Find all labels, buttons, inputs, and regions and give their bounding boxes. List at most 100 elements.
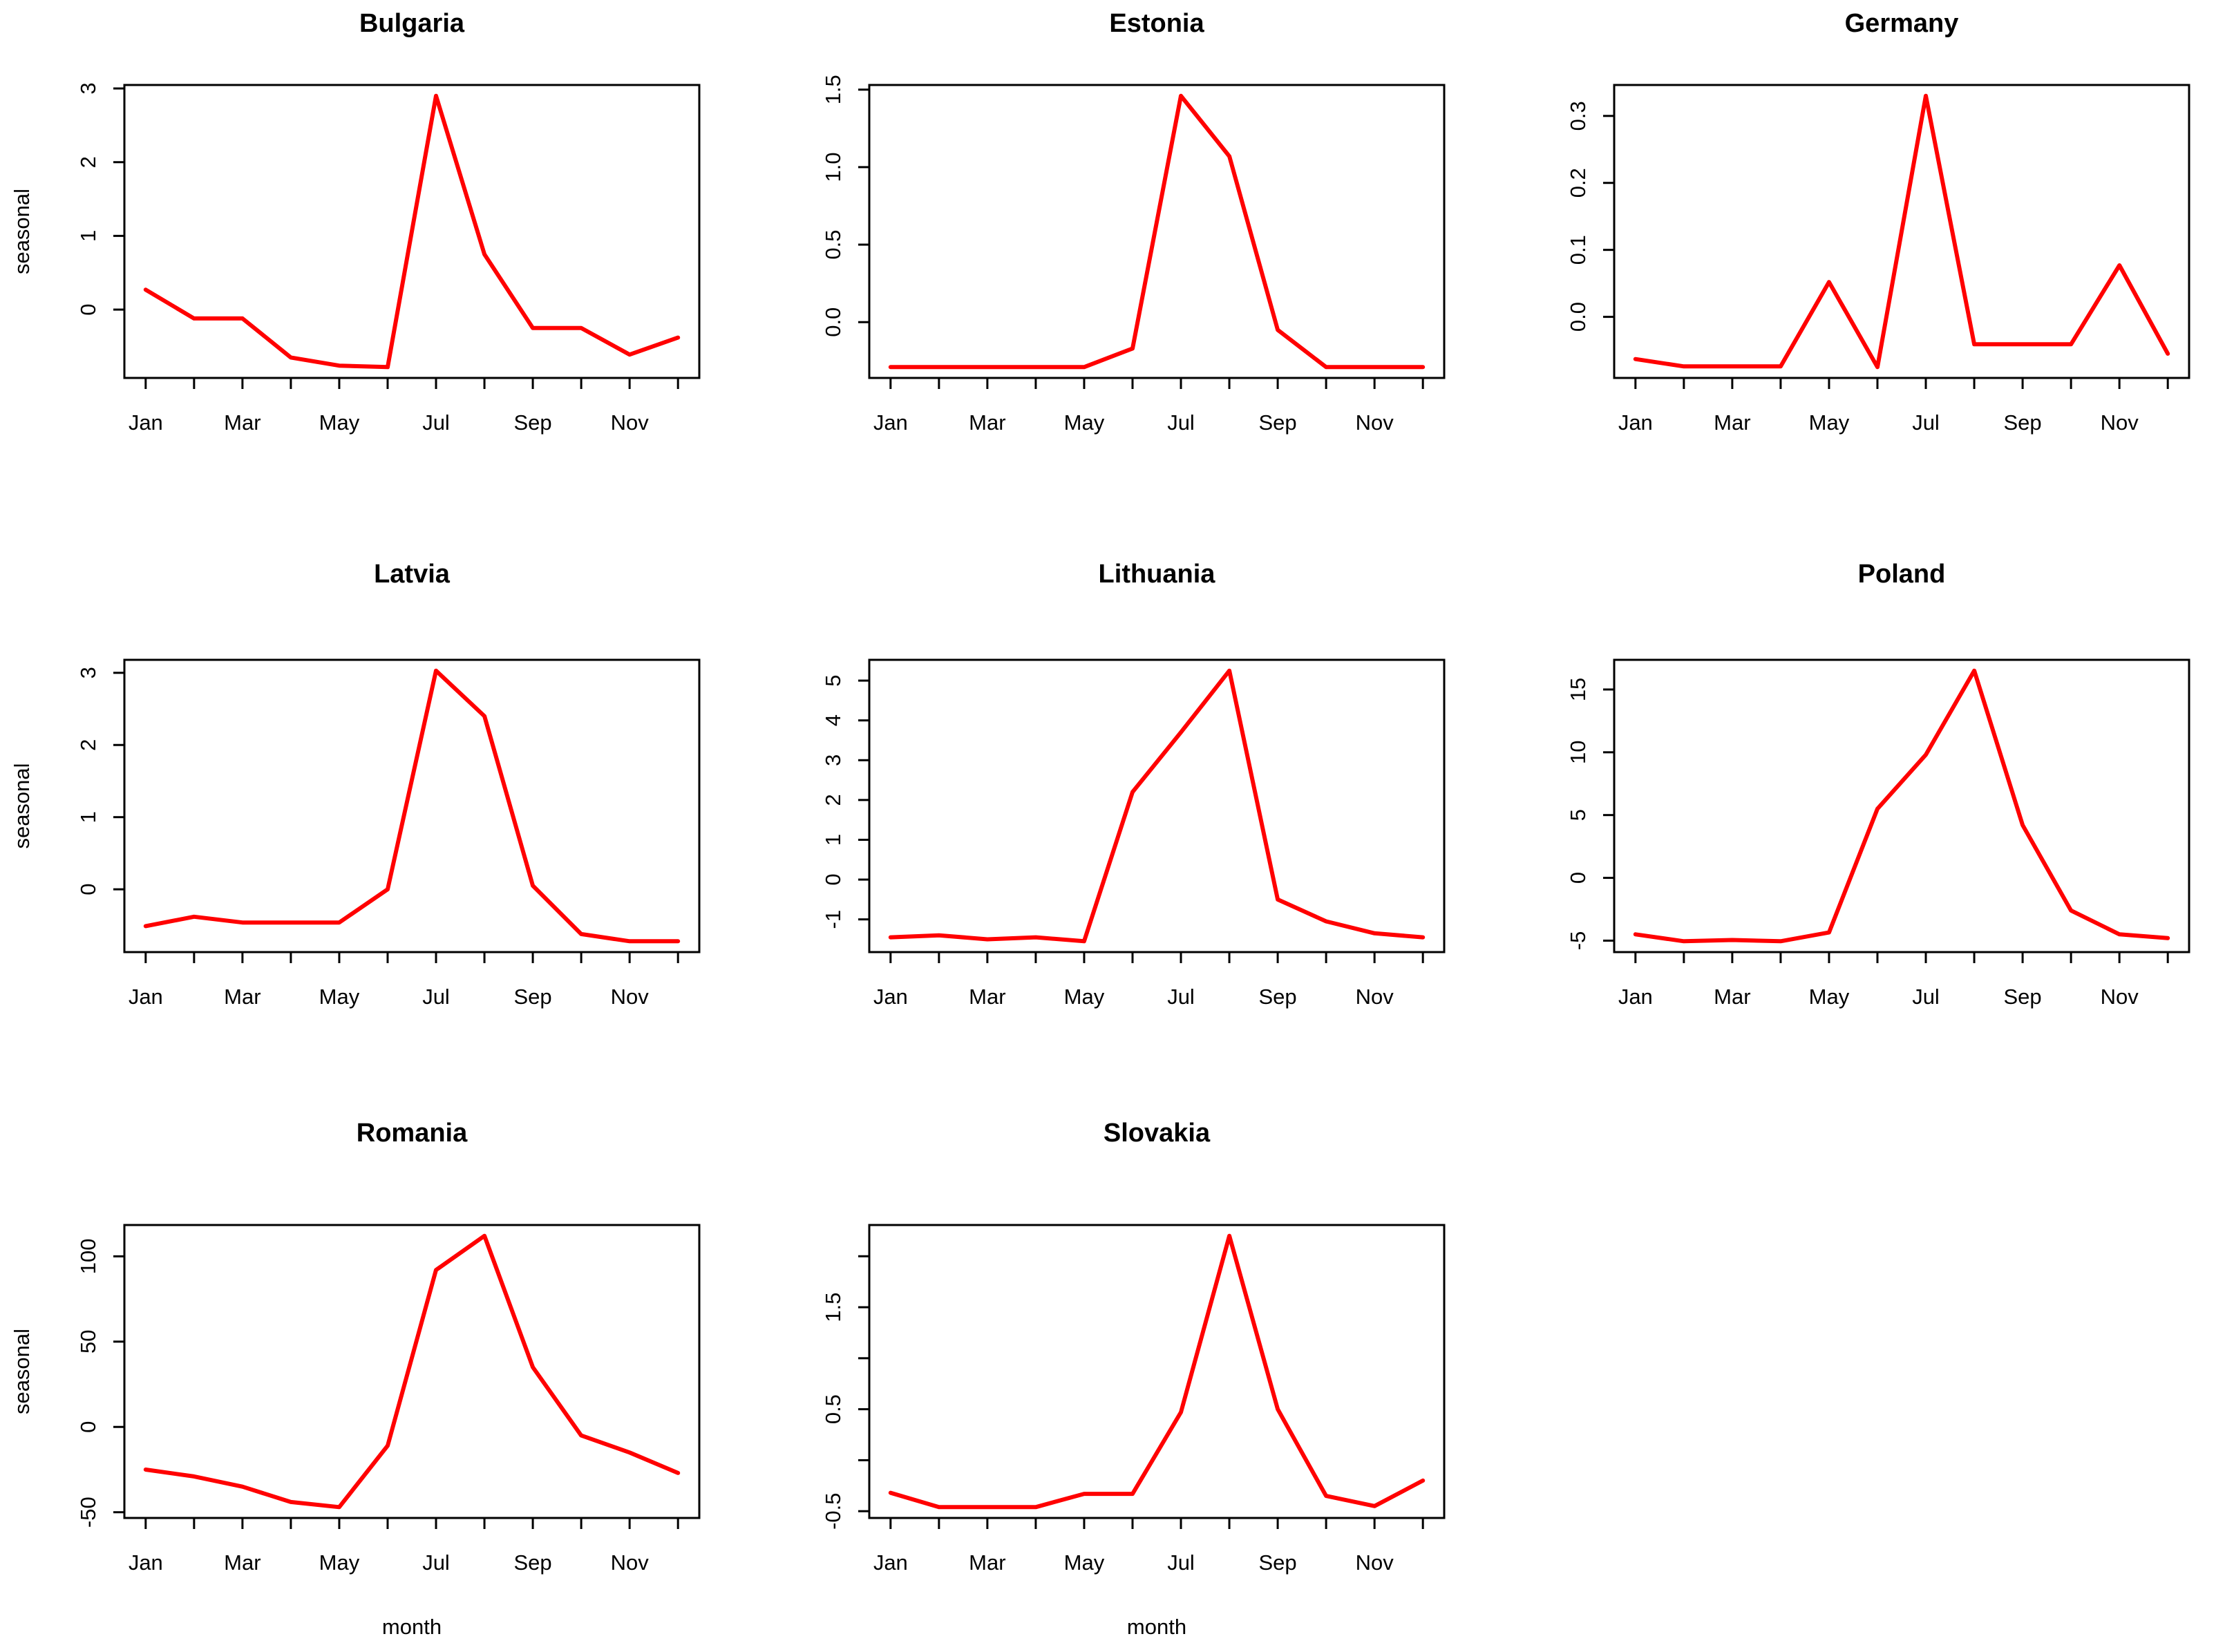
x-tick-label: May <box>1064 1550 1105 1575</box>
chart-svg-poland: Poland Jan Mar May Jul Sep Nov -5 0 5 10 15 <box>1566 560 2190 1009</box>
plot-box <box>868 1224 1446 1519</box>
x-tick-label: Jul <box>422 985 450 1009</box>
x-tick-label: May <box>319 410 360 435</box>
x-tick-label: Nov <box>611 985 650 1009</box>
chart-svg-latvia: Latvia Jan Mar May Jul Sep Nov 0 1 2 3 seasonal <box>10 560 701 1009</box>
y-tick-label: -50 <box>76 1497 100 1528</box>
y-tick-label: 100 <box>76 1238 100 1274</box>
y-axis-title: seasonal <box>10 189 34 274</box>
x-tick-label: Jan <box>1618 410 1653 435</box>
x-tick-label: Mar <box>1714 985 1750 1009</box>
x-tick-label: Sep <box>2003 410 2041 435</box>
x-tick-label: Nov <box>1356 410 1394 435</box>
x-tick-label: Jul <box>1912 410 1940 435</box>
subplot-poland: Poland Jan Mar May Jul Sep Nov -5 0 5 10 15 <box>1490 549 2234 1099</box>
y-tick-label: 2 <box>76 156 100 168</box>
x-tick-label: Mar <box>224 410 261 435</box>
subplot-latvia: Latvia Jan Mar May Jul Sep Nov 0 1 2 3 seasonal <box>0 549 745 1099</box>
y-tick-label: 15 <box>1566 678 1590 701</box>
y-axis-title: seasonal <box>10 1329 34 1414</box>
y-tick-label: 50 <box>76 1330 100 1354</box>
y-tick-label: 1 <box>76 811 100 823</box>
x-tick-label: Jan <box>873 410 908 435</box>
x-tick-label: Jul <box>1167 410 1195 435</box>
y-tick-label: 1 <box>76 230 100 242</box>
x-axis-title: month <box>1127 1615 1186 1639</box>
y-tick-label: 0 <box>76 884 100 895</box>
y-axis-title: seasonal <box>10 763 34 848</box>
x-tick-label: Nov <box>611 1550 650 1575</box>
y-tick-label: 0.5 <box>821 1394 845 1424</box>
x-tick-label: Sep <box>513 1550 551 1575</box>
chart-title: Romania <box>357 1119 468 1148</box>
x-tick-label: Jan <box>873 1550 908 1575</box>
x-tick-label: Mar <box>224 1550 261 1575</box>
seasonal-line <box>1633 668 2170 944</box>
x-tick-label: Sep <box>1258 985 1296 1009</box>
chart-title: Bulgaria <box>359 9 465 38</box>
subplot-bulgaria: Bulgaria Jan Mar May Jul Sep Nov 0 1 2 3 seasonal <box>0 0 745 549</box>
x-axis-title: month <box>382 1615 442 1639</box>
x-tick-label: Nov <box>2101 985 2139 1009</box>
y-tick-label: 1 <box>821 834 845 846</box>
x-tick-label: Jan <box>129 410 163 435</box>
chart-title: Poland <box>1858 560 1946 589</box>
x-tick-label: Nov <box>1356 985 1394 1009</box>
y-tick-label: 1.0 <box>821 152 845 182</box>
x-tick-label: May <box>319 1550 360 1575</box>
y-tick-label: 3 <box>76 667 100 678</box>
plot-box <box>123 658 701 953</box>
x-tick-label: May <box>1064 985 1105 1009</box>
x-tick-label: Mar <box>969 410 1005 435</box>
y-tick-label: -5 <box>1566 931 1590 951</box>
y-tick-label: 0.1 <box>1566 235 1590 265</box>
x-tick-label: Jul <box>422 410 450 435</box>
chart-title: Lithuania <box>1099 560 1216 589</box>
y-tick-label: 2 <box>821 794 845 806</box>
x-tick-label: Nov <box>1356 1550 1394 1575</box>
y-tick-label: 1.5 <box>821 1292 845 1322</box>
seasonal-line <box>1633 93 2170 370</box>
seasonal-line <box>888 93 1426 370</box>
x-tick-label: Mar <box>969 985 1005 1009</box>
y-tick-label: 0.2 <box>1566 168 1590 198</box>
y-tick-label: 4 <box>821 714 845 726</box>
x-tick-label: May <box>319 985 360 1009</box>
x-tick-label: May <box>1809 410 1850 435</box>
y-tick-label: 0 <box>76 1421 100 1433</box>
x-tick-label: Jul <box>1912 985 1940 1009</box>
seasonal-line <box>143 668 681 944</box>
x-tick-label: May <box>1064 410 1105 435</box>
x-tick-label: Sep <box>1258 410 1296 435</box>
plot-box <box>868 658 1446 953</box>
seasonal-line <box>888 1233 1426 1510</box>
y-tick-label: 10 <box>1566 741 1590 764</box>
subplot-lithuania: Lithuania Jan Mar May Jul Sep Nov -1 0 1 2 3 4 5 <box>745 549 1490 1099</box>
y-tick-label: -1 <box>821 910 845 929</box>
y-tick-label: 0.3 <box>1566 101 1590 131</box>
subplot-estonia: Estonia Jan Mar May Jul Sep Nov 0.0 0.5 1.0 1.5 <box>745 0 1490 549</box>
y-tick-label: 2 <box>76 739 100 751</box>
y-tick-label: -0.5 <box>821 1492 845 1529</box>
subplot-slovakia: Slovakia Jan Mar May Jul Sep Nov -0.5 0.5 1.5 mont… <box>745 1099 1490 1649</box>
chart-title: Germany <box>1845 9 1959 38</box>
x-tick-label: Jul <box>1167 1550 1195 1575</box>
y-tick-label: 0.0 <box>1566 302 1590 332</box>
x-tick-label: Jul <box>422 1550 450 1575</box>
y-tick-label: 1.5 <box>821 75 845 104</box>
chart-svg-estonia: Estonia Jan Mar May Jul Sep Nov 0.0 0.5 1.0 1.5 <box>821 9 1446 435</box>
chart-title: Estonia <box>1109 9 1204 38</box>
x-tick-label: Jan <box>129 1550 163 1575</box>
seasonal-line <box>888 668 1426 944</box>
x-tick-label: Sep <box>2003 985 2041 1009</box>
chart-svg-lithuania: Lithuania Jan Mar May Jul Sep Nov -1 0 1 2 3 4 5 <box>821 560 1446 1009</box>
y-tick-label: 0 <box>1566 872 1590 884</box>
x-tick-label: Nov <box>611 410 650 435</box>
x-tick-label: Nov <box>2101 410 2139 435</box>
x-tick-label: May <box>1809 985 1850 1009</box>
x-tick-label: Sep <box>513 985 551 1009</box>
chart-svg-romania: Romania Jan Mar May Jul Sep Nov -50 0 50 100 season… <box>10 1119 701 1639</box>
y-tick-label: 0 <box>76 303 100 315</box>
seasonal-line <box>143 93 681 370</box>
